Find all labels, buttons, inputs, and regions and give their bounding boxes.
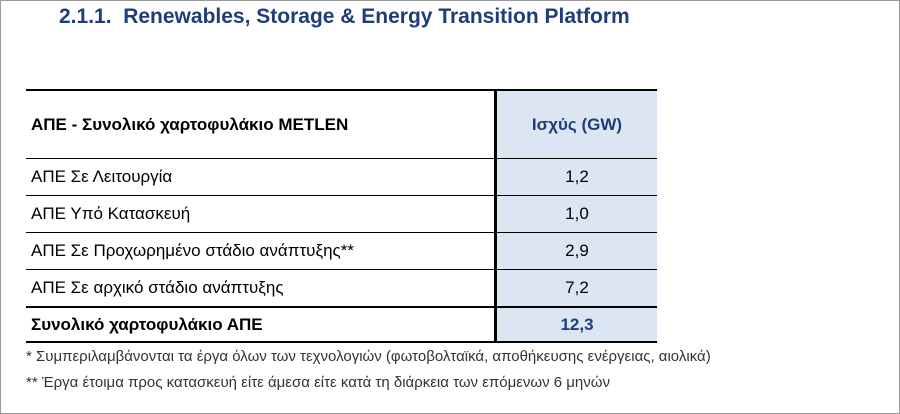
header-row: ΑΠΕ - Συνολικό χαρτοφυλάκιο METLEN Ισχύς…: [26, 89, 657, 159]
row: ΑΠΕ Σε Προχωρημένο στάδιο ανάπτυξης** 2,…: [26, 232, 657, 270]
label-cell: Συνολικό χαρτοφυλάκιο ΑΠΕ: [26, 306, 496, 343]
label-cell: ΑΠΕ Σε Προχωρημένο στάδιο ανάπτυξης**: [26, 232, 496, 270]
header-cell: Ισχύς (GW): [494, 89, 657, 159]
footnote: ** Έργα έτοιμα προς κατασκευή είτε άμεσα…: [26, 374, 610, 391]
value-cell: 7,2: [494, 269, 657, 308]
footnote: * Συμπεριλαμβάνονται τα έργα όλων των τε…: [26, 348, 711, 365]
row: ΑΠΕ Σε αρχικό στάδιο ανάπτυξης 7,2: [26, 269, 657, 308]
value-cell: 2,9: [494, 232, 657, 270]
row: ΑΠΕ Σε Λειτουργία 1,2: [26, 158, 657, 196]
label-cell: ΑΠΕ Σε αρχικό στάδιο ανάπτυξης: [26, 269, 496, 308]
header-cell: ΑΠΕ - Συνολικό χαρτοφυλάκιο METLEN: [26, 89, 496, 159]
value-cell: 1,0: [494, 195, 657, 233]
row: ΑΠΕ Υπό Κατασκευή 1,0: [26, 195, 657, 233]
total-row: Συνολικό χαρτοφυλάκιο ΑΠΕ 12,3: [26, 306, 657, 343]
value-cell: 1,2: [494, 158, 657, 196]
heading: 2.1.1. Renewables, Storage & Energy Tran…: [59, 5, 630, 28]
label-cell: ΑΠΕ Σε Λειτουργία: [26, 158, 496, 196]
value-cell: 12,3: [494, 306, 657, 343]
label-cell: ΑΠΕ Υπό Κατασκευή: [26, 195, 496, 233]
portfolio-table: ΑΠΕ - Συνολικό χαρτοφυλάκιο METLEN Ισχύς…: [26, 89, 657, 343]
